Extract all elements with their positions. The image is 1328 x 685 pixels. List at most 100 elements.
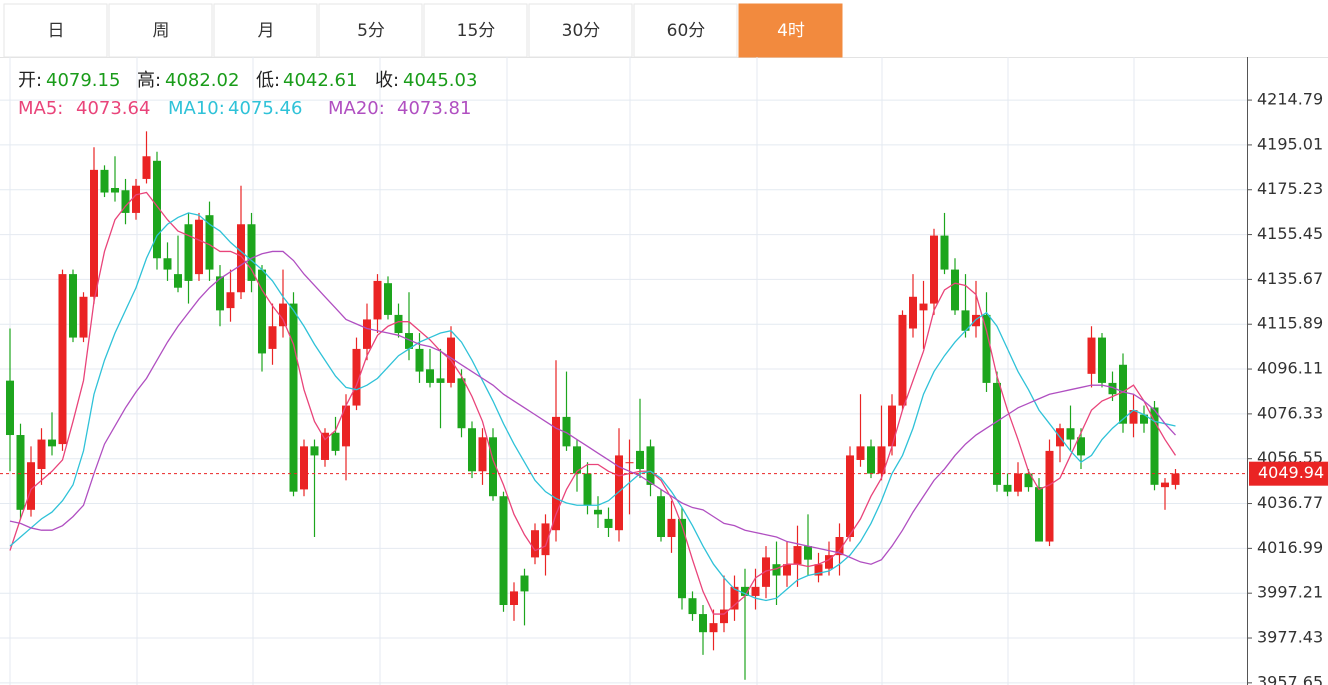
tab-label[interactable]: 60分 (667, 21, 706, 41)
tab-label[interactable]: 30分 (562, 21, 601, 41)
info-label: 收: (375, 70, 399, 91)
info-value: 4079.15 (46, 70, 120, 91)
candle-body (688, 598, 697, 615)
candle-body (846, 455, 854, 538)
candle-body (195, 219, 203, 275)
candle-body (142, 156, 151, 179)
candle-body (772, 564, 781, 576)
legend-name: MA5: (18, 98, 63, 119)
candle-body (636, 450, 644, 470)
legend-name: MA20: (328, 98, 385, 119)
candle-body (216, 276, 224, 311)
candle-body (394, 314, 403, 334)
tab[interactable] (633, 3, 738, 58)
candle-body (531, 530, 539, 558)
candle-body (1066, 428, 1075, 440)
candle-body (646, 446, 655, 485)
info-value: 4042.61 (283, 70, 357, 91)
info-label: 低: (256, 70, 280, 91)
ma-line (9, 191, 1177, 615)
tab-label[interactable]: 月 (258, 21, 275, 41)
ma-line (9, 250, 1176, 565)
candle-body (793, 546, 802, 565)
candle-body (510, 591, 518, 605)
candle-body (121, 190, 130, 213)
candle-body (604, 518, 613, 528)
candle-body (342, 405, 350, 447)
candle-body (300, 446, 308, 490)
candle-body (877, 446, 886, 474)
candle-body (961, 310, 970, 331)
candle-body (6, 380, 14, 436)
candle-body (100, 169, 109, 193)
candle-body (951, 269, 959, 311)
tab[interactable] (423, 3, 528, 58)
candle-body (573, 446, 581, 474)
candle-body (1077, 437, 1085, 456)
candle-body (58, 274, 67, 445)
candle-body (730, 586, 739, 610)
info-value: 4082.02 (165, 70, 239, 91)
candle-body (825, 555, 833, 569)
tab[interactable] (3, 3, 108, 58)
tab-label[interactable]: 4时 (777, 21, 805, 41)
candle-body (1098, 337, 1106, 383)
candle-body (1129, 410, 1138, 424)
candle-body (478, 437, 487, 472)
candle-body (783, 564, 791, 576)
candle-body (426, 369, 434, 383)
legend-name: MA10: (168, 98, 225, 119)
candle-body (184, 224, 193, 281)
tab[interactable] (108, 3, 213, 58)
candle-body (751, 586, 760, 596)
candle-body (804, 546, 812, 560)
candle-body (205, 215, 214, 270)
candle-body (615, 455, 623, 531)
tab-label[interactable]: 日 (48, 21, 65, 41)
candle-body (678, 518, 686, 599)
y-tick-label: 4016.99 (1257, 538, 1323, 557)
candle-body (699, 614, 707, 633)
candle-body (867, 446, 875, 474)
tab-label[interactable]: 周 (153, 21, 170, 41)
tab-label[interactable]: 5分 (357, 21, 385, 41)
tab[interactable] (318, 3, 423, 58)
candle-body (405, 333, 413, 349)
tab[interactable] (213, 3, 318, 58)
candle-body (520, 575, 529, 592)
tab-label[interactable]: 15分 (457, 21, 496, 41)
candle-body (972, 314, 980, 327)
last-price-label: 4049.94 (1258, 463, 1324, 482)
candle-body (310, 446, 319, 456)
candle-body (499, 496, 508, 605)
ma-line (9, 212, 1176, 602)
candle-body (562, 416, 571, 447)
candle-body (384, 283, 392, 315)
candle-body (1161, 482, 1169, 488)
candle-body (373, 280, 382, 320)
legend-value: 4073.64 (76, 98, 150, 119)
candle-body (37, 439, 46, 470)
candle-body (1108, 382, 1117, 395)
candle-body (153, 160, 161, 259)
legend-value: 4073.81 (397, 98, 471, 119)
candle-body (835, 537, 844, 556)
y-tick-label: 4076.33 (1257, 403, 1323, 422)
candle-body (552, 416, 560, 531)
y-tick-label: 4155.45 (1257, 224, 1323, 243)
candle-body (541, 523, 550, 556)
candle-body (321, 432, 329, 460)
candle-body (352, 348, 361, 406)
candle-body (1171, 473, 1180, 485)
tab[interactable] (738, 3, 843, 58)
candle-body (898, 314, 907, 406)
tab[interactable] (528, 3, 633, 58)
candle-body (16, 435, 25, 510)
candle-body (289, 303, 298, 492)
candle-body (247, 224, 256, 281)
candle-body (762, 557, 770, 587)
candle-body (457, 378, 466, 429)
candle-body (709, 623, 718, 633)
y-tick-label: 3977.43 (1257, 628, 1323, 647)
